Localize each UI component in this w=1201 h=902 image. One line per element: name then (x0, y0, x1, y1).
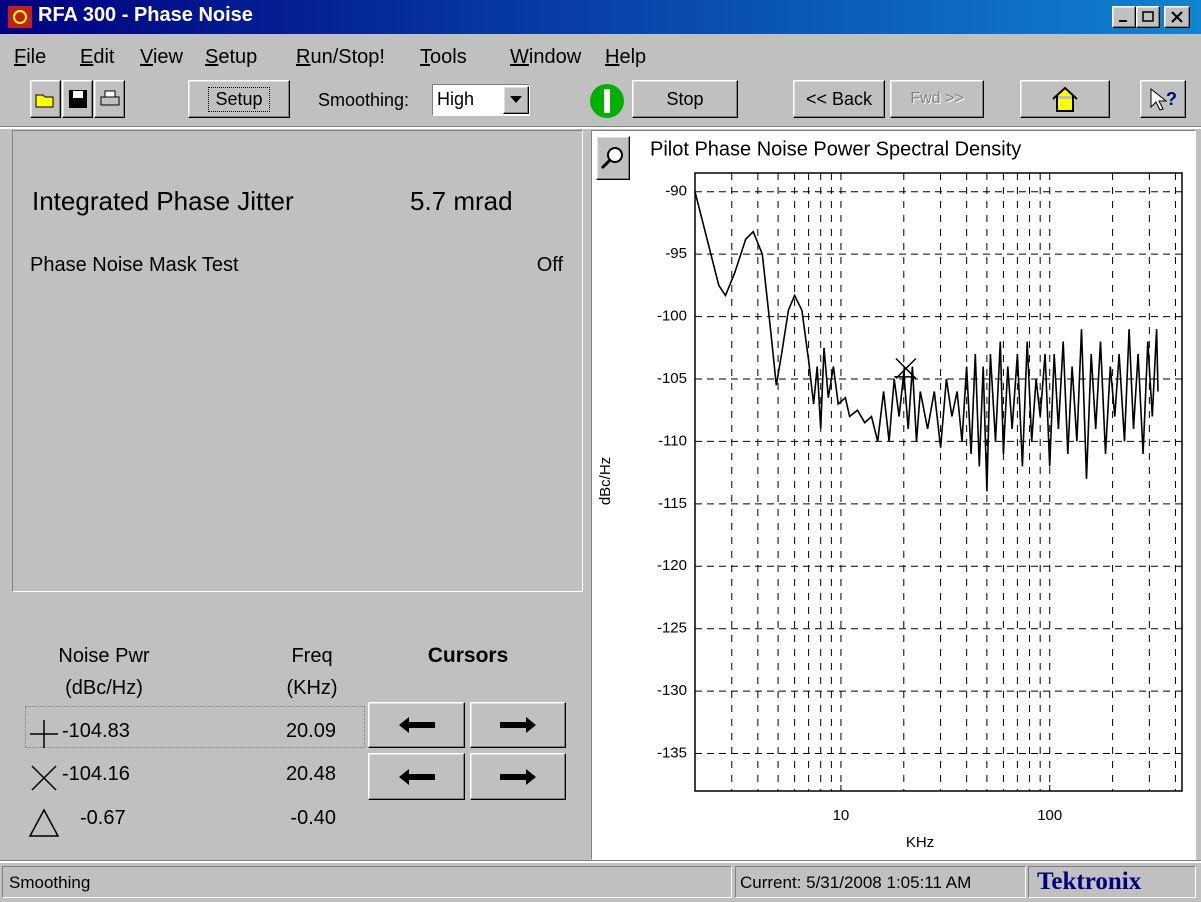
stop-button[interactable]: Stop (632, 80, 738, 118)
cursor-power: -0.67 (80, 807, 126, 829)
toolbar-divider (0, 126, 1201, 129)
power-header: Noise Pwr (dBc/Hz) (24, 640, 184, 704)
y-tick-label: -110 (658, 432, 687, 449)
y-tick-label: -120 (657, 557, 687, 574)
y-tick-label: -90 (665, 183, 687, 200)
maximize[interactable] (1136, 6, 1160, 28)
y-axis-label: dBc/Hz (597, 457, 614, 505)
x-tick-label: 10 (833, 807, 850, 824)
home-button[interactable] (1020, 80, 1110, 118)
status-divider (0, 860, 1201, 863)
smoothing-label: Smoothing: (318, 90, 410, 110)
y-tick-label: -135 (657, 745, 687, 762)
y-tick-label: -100 (657, 308, 687, 325)
x-tick-label: 100 (1037, 807, 1062, 824)
save-button[interactable] (62, 80, 93, 118)
cross-symbol (31, 765, 57, 791)
y-tick-label: -125 (657, 620, 687, 637)
cursor-marker (895, 357, 917, 380)
menu-item[interactable]: Edit (80, 46, 115, 68)
y-tick-label: -115 (658, 495, 687, 512)
row-focus (25, 706, 365, 748)
brand-pane: Tektronix (1028, 866, 1196, 898)
back-label: << Back (805, 88, 873, 109)
freq-header-line: (KHz) (286, 677, 338, 699)
setup-label: Setup (208, 86, 270, 112)
cursor1-right[interactable] (470, 702, 566, 748)
power-header-line: Noise Pwr (58, 645, 150, 667)
noise-trace (694, 191, 1159, 492)
cursor-freq: 20.09 (285, 720, 336, 742)
fwd-label: Fwd >> (910, 90, 964, 107)
mask-label: Phase Noise Mask Test (30, 254, 239, 276)
smoothing-combo[interactable]: High (432, 84, 530, 116)
freq-header-line: Freq (291, 645, 333, 667)
back-button[interactable]: << Back (793, 80, 885, 118)
window-title: RFA 300 - Phase Noise (38, 4, 253, 26)
chart-title: Pilot Phase Noise Power Spectral Density (650, 138, 1021, 160)
cursors-label: Cursors (427, 644, 509, 667)
minimize[interactable] (1112, 6, 1136, 28)
setup-button[interactable]: Setup (188, 80, 290, 118)
app-icon (8, 6, 32, 28)
zoom-button[interactable] (596, 136, 630, 180)
cursor-freq: 20.48 (285, 763, 336, 785)
cursor2-left[interactable] (368, 753, 465, 800)
status-time: Current: 5/31/2008 1:05:11 AM (740, 873, 972, 892)
menu-item[interactable]: Tools (420, 46, 467, 68)
run-indicator (590, 84, 624, 118)
jitter-value: 5.7 mrad (410, 186, 513, 216)
menu-item[interactable]: Run/Stop! (296, 46, 385, 68)
cursor-power: -104.83 (62, 720, 130, 742)
cursor1-left[interactable] (368, 702, 465, 748)
cursor-freq: -0.40 (290, 807, 336, 829)
jitter-label: Integrated Phase Jitter (32, 186, 294, 216)
mask-value: Off (536, 254, 563, 276)
menu-item[interactable]: File (14, 46, 47, 68)
status-pane: Smoothing (2, 866, 732, 898)
close[interactable] (1164, 6, 1190, 28)
svg-text:?: ? (1166, 89, 1177, 109)
menu-item[interactable]: Help (605, 46, 647, 68)
plot-frame (694, 172, 1183, 792)
fwd-button[interactable]: Fwd >> (890, 80, 984, 118)
power-header-line: (dBc/Hz) (65, 677, 143, 699)
chart-panel (591, 130, 1196, 860)
menu-item[interactable]: Window (510, 46, 582, 68)
title-bar (0, 0, 1201, 34)
combo-arrow[interactable] (503, 86, 529, 114)
menu-item[interactable]: Setup (205, 46, 258, 68)
brand: Tektronix (1037, 868, 1142, 895)
print-button[interactable] (94, 80, 125, 118)
results-panel (12, 130, 583, 592)
y-tick-label: -95 (665, 245, 687, 262)
x-axis-label: KHz (906, 834, 934, 851)
smoothing-value: High (437, 89, 475, 109)
cursor2-right[interactable] (470, 753, 566, 800)
delta-symbol (28, 808, 60, 837)
freq-header: Freq (KHz) (262, 640, 362, 704)
cursor-power: -104.16 (62, 763, 130, 785)
help-button[interactable]: ? (1140, 80, 1186, 118)
chart: Pilot Phase Noise Power Spectral Density… (597, 138, 1183, 851)
stop-label: Stop (666, 88, 704, 109)
y-tick-label: -105 (657, 370, 687, 387)
y-tick-label: -130 (657, 682, 687, 699)
plus-symbol (30, 720, 58, 748)
open-button[interactable] (30, 80, 61, 118)
status-text: Smoothing (9, 873, 91, 892)
menu-item[interactable]: View (140, 46, 183, 68)
status-time-pane: Current: 5/31/2008 1:05:11 AM (735, 866, 1026, 898)
